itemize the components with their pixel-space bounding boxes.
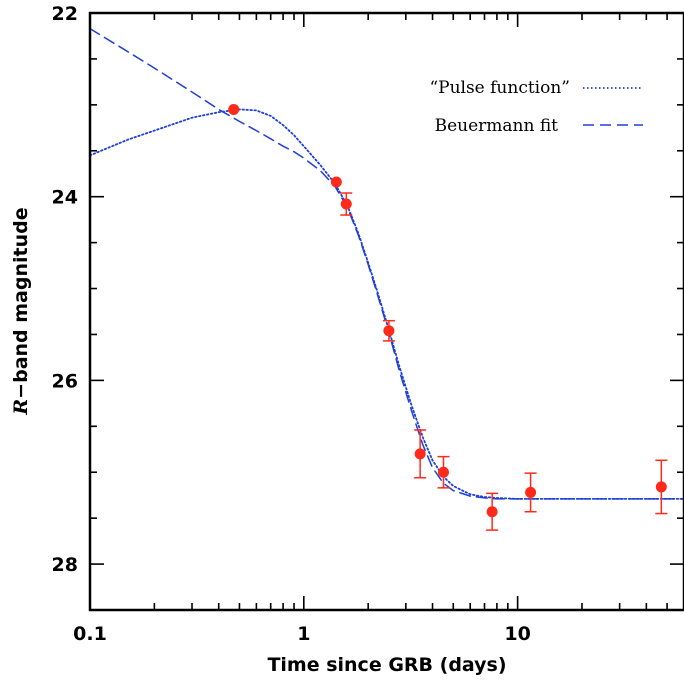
data-marker — [228, 103, 240, 115]
x-tick-label: 10 — [504, 623, 530, 645]
x-tick-label: 1 — [297, 623, 310, 645]
series-line-pulse-function — [89, 108, 684, 500]
data-marker — [330, 176, 342, 188]
y-tick-label: 28 — [52, 554, 78, 576]
y-axis-title-rest: −band magnitude — [10, 207, 32, 398]
x-tick-label: 0.1 — [73, 623, 107, 645]
data-marker — [486, 506, 498, 518]
y-tick-label: 26 — [52, 370, 78, 392]
data-marker — [414, 448, 426, 460]
data-point — [228, 103, 240, 115]
legend: “Pulse function” Beuermann fit — [429, 78, 643, 136]
data-point — [382, 319, 395, 342]
y-tick-label: 22 — [52, 3, 78, 25]
data-points-layer — [228, 103, 668, 531]
data-point — [340, 192, 353, 216]
data-marker — [655, 481, 667, 493]
y-tick-label: 24 — [52, 187, 78, 209]
curves-layer — [89, 27, 684, 500]
data-point — [414, 429, 427, 479]
data-point — [655, 459, 668, 515]
series-line-beuermann-fit — [89, 27, 684, 500]
legend-label-pulse-function: “Pulse function” — [429, 78, 570, 98]
data-marker — [383, 325, 395, 337]
tick-labels-layer: 22 24 26 28 0.1 1 10 — [52, 3, 531, 645]
y-axis-title-italic: R — [10, 399, 32, 416]
data-marker — [437, 466, 449, 478]
legend-label-beuermann-fit: Beuermann fit — [435, 116, 559, 136]
x-axis-title: Time since GRB (days) — [267, 654, 506, 676]
data-marker — [340, 198, 352, 210]
data-point — [486, 492, 499, 531]
data-point — [524, 472, 537, 513]
plot-frame — [88, 11, 684, 612]
ticks-layer — [89, 12, 684, 611]
data-marker — [525, 486, 537, 498]
y-axis-title: R−band magnitude — [10, 207, 32, 415]
data-point — [330, 176, 342, 188]
data-point — [437, 455, 450, 489]
